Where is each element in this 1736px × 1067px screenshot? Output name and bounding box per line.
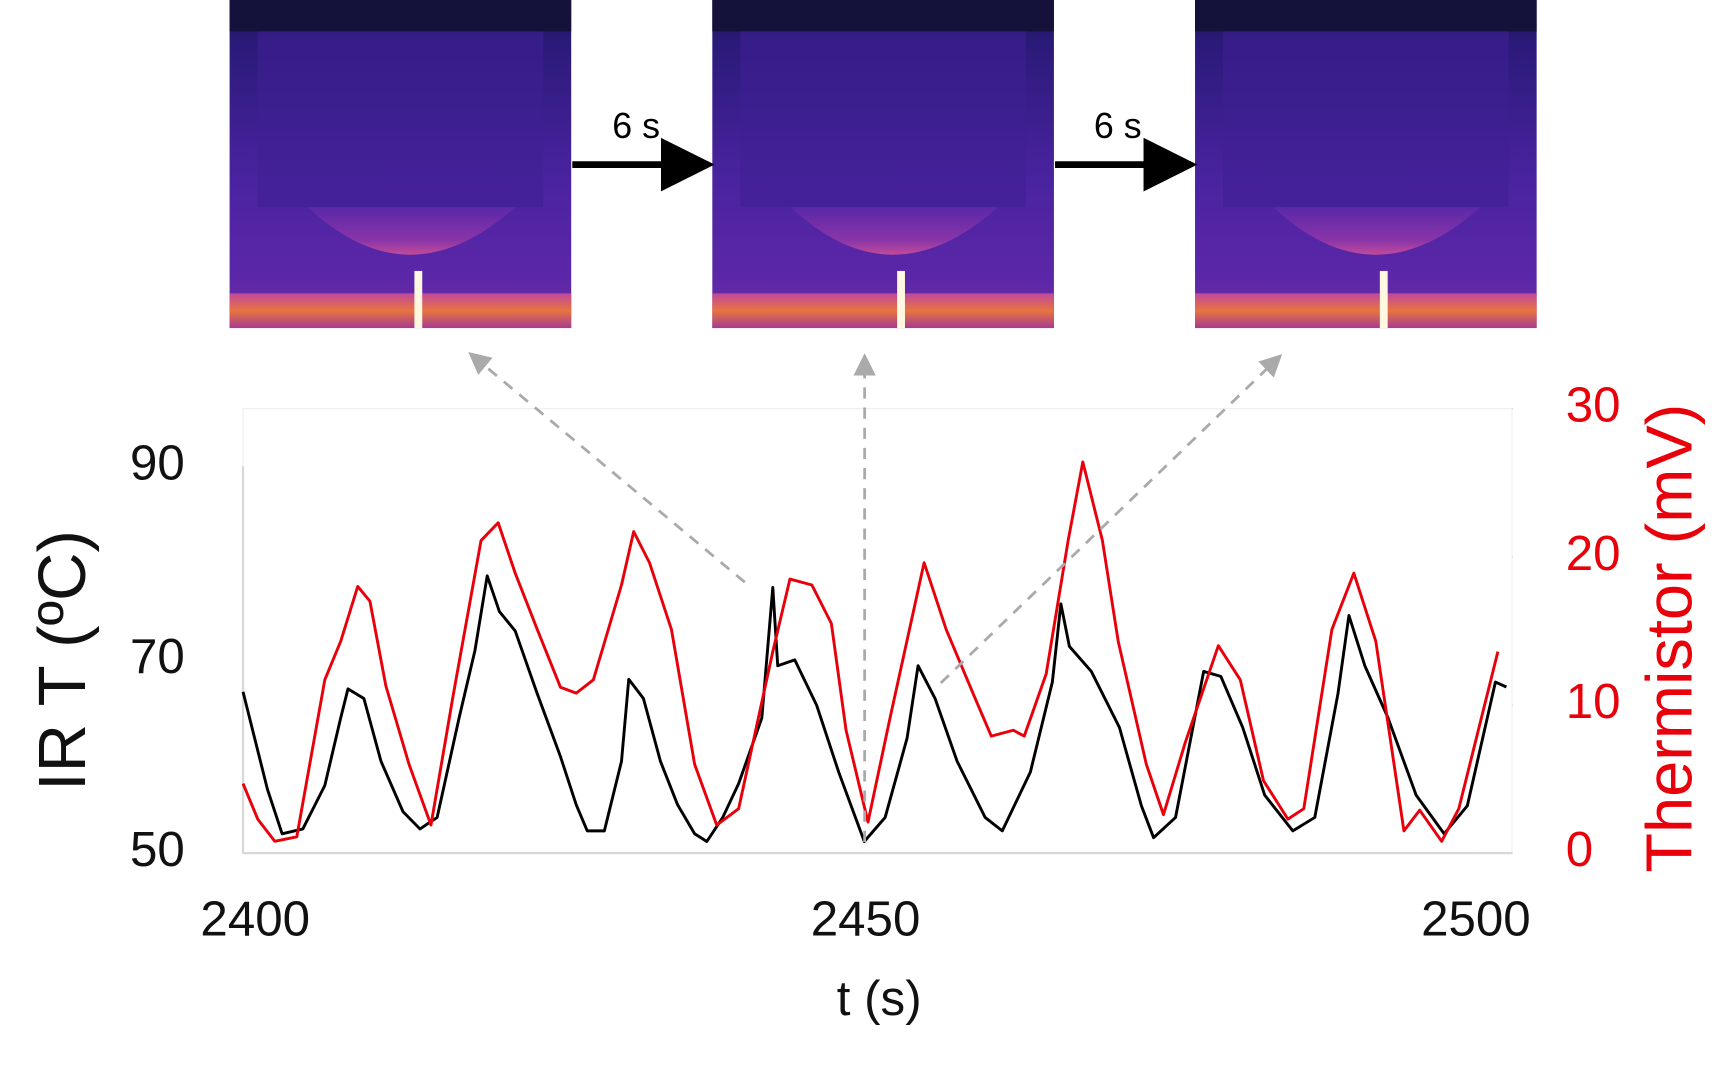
y2-axis-label: Thermistor (mV) [1633,404,1706,873]
thermal-image [712,0,1054,329]
y2-tick-label: 10 [1566,674,1621,729]
y-tick-label: 70 [130,629,185,684]
data-line [241,460,1500,843]
thermal-image [229,0,572,329]
plot-area [241,408,1514,855]
data-line [241,574,1507,843]
x-axis-label: t (s) [837,971,922,1026]
thermal-image [1195,0,1537,329]
y2-tick-label: 30 [1566,378,1621,433]
interval-label: 6 s [612,106,660,146]
y-tick-label: 50 [130,822,185,877]
pointer-arrow [468,352,746,584]
x-tick-label: 2500 [1421,892,1531,947]
y2-tick-label: 20 [1566,526,1621,581]
y-tick-label: 90 [130,436,185,491]
interval-label: 6 s [1094,106,1142,146]
x-tick-label: 2450 [811,892,921,947]
x-tick-label: 2400 [200,892,310,947]
y-axis-label: IR T (ºC) [25,530,100,791]
y2-tick-label: 0 [1566,822,1593,877]
pointer-arrow [939,354,1283,684]
